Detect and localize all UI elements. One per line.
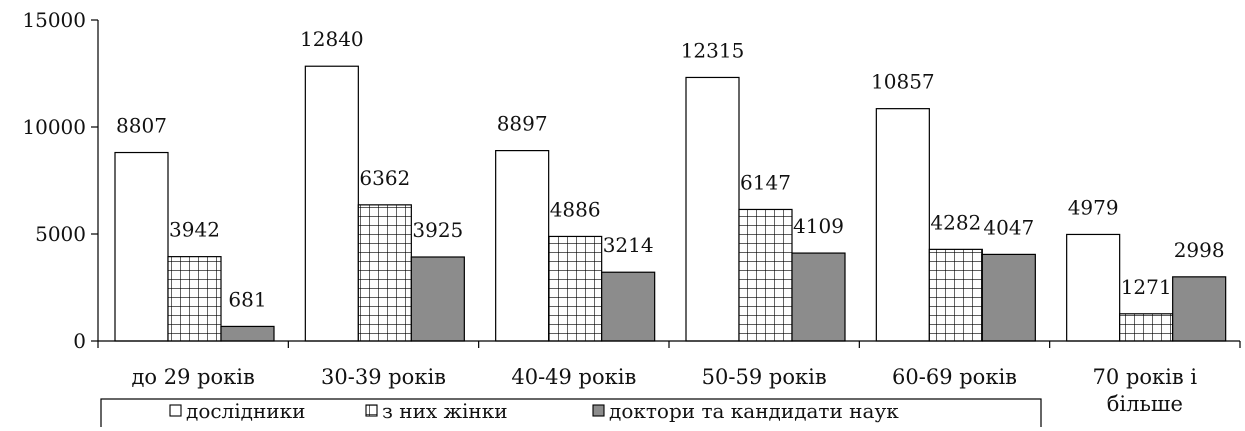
y-axis-tick-label: 5000 — [35, 222, 86, 246]
legend-label-2: з них жінки — [382, 399, 508, 423]
bar-1-2 — [304, 65, 359, 342]
data-label: 2998 — [1174, 238, 1225, 262]
bar-1-5 — [875, 108, 930, 342]
x-axis-category-label: 70 років і більше — [1093, 365, 1198, 416]
x-axis-category-label: 40-49 років — [511, 365, 636, 389]
data-label: 6362 — [359, 166, 410, 190]
legend-swatch-2 — [365, 404, 378, 417]
data-label: 4979 — [1068, 195, 1119, 219]
data-label: 12315 — [681, 38, 745, 62]
data-label: 6147 — [740, 170, 791, 194]
data-label: 681 — [228, 287, 266, 311]
data-label: 10857 — [871, 70, 935, 94]
bar-1-4 — [685, 76, 740, 342]
data-label: 4886 — [550, 197, 601, 221]
legend-box — [100, 398, 1042, 431]
data-label: 3214 — [603, 233, 654, 257]
x-axis-category-label: 30-39 років — [321, 365, 446, 389]
x-axis-category-label: 60-69 років — [892, 365, 1017, 389]
bars-layer — [114, 65, 1227, 342]
legend-label-3: доктори та кандидати наук — [609, 399, 899, 423]
bar-3-5 — [981, 253, 1036, 342]
data-label: 1271 — [1121, 275, 1172, 299]
data-label: 8897 — [497, 112, 548, 136]
legend-swatch-1 — [169, 404, 182, 417]
legend: дослідники з них жінки доктори та кандидат… — [100, 398, 1042, 431]
legend-swatch-3 — [592, 404, 605, 417]
y-axis-tick-label: 0 — [73, 329, 86, 353]
bar-2-4 — [738, 208, 793, 342]
bar-1-6 — [1066, 233, 1121, 342]
x-axis-category-label: до 29 років — [131, 365, 254, 389]
bar-2-6 — [1119, 313, 1174, 342]
bar-2-1 — [167, 256, 222, 342]
bar-2-2 — [357, 204, 412, 342]
data-label: 4282 — [930, 210, 981, 234]
axis-layer: 0 5000 10000 15000 до 29 років 30-39 років 40-… — [22, 8, 1241, 416]
bar-2-5 — [928, 248, 983, 342]
data-label: 4047 — [983, 215, 1034, 239]
bar-3-1 — [220, 325, 275, 342]
y-axis-tick-label: 15000 — [22, 8, 86, 32]
legend-label-1: дослідники — [186, 399, 305, 423]
data-label: 8807 — [116, 114, 167, 138]
bar-1-3 — [495, 150, 550, 342]
data-label: 12840 — [300, 27, 364, 51]
bar-3-4 — [791, 252, 846, 342]
bar-1-1 — [114, 151, 169, 342]
bar-3-3 — [601, 271, 656, 342]
x-axis-category-label: 50-59 років — [702, 365, 827, 389]
y-axis-tick-label: 10000 — [22, 115, 86, 139]
bar-3-6 — [1172, 276, 1227, 342]
bar-3-2 — [410, 256, 465, 342]
data-label: 3942 — [169, 218, 220, 242]
data-label: 3925 — [412, 218, 463, 242]
bar-2-3 — [548, 235, 603, 342]
data-label: 4109 — [793, 214, 844, 238]
